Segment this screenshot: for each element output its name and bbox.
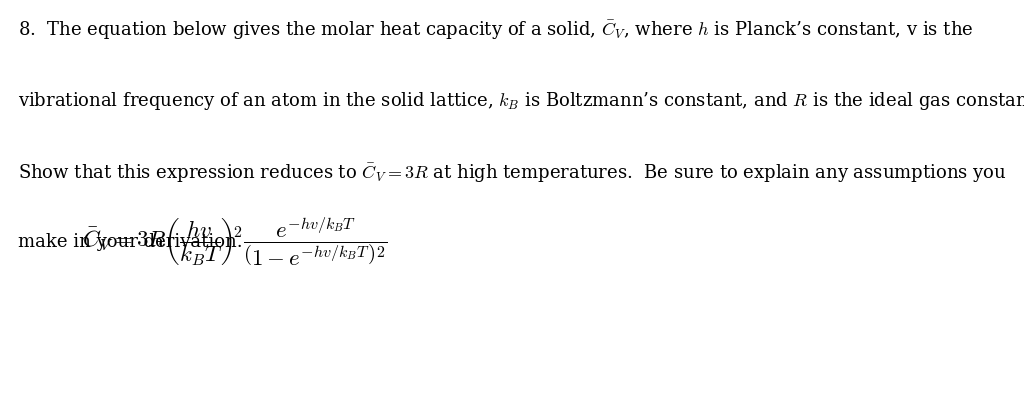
Text: Show that this expression reduces to $\bar{C}_{V}=3R$ at high temperatures.  Be : Show that this expression reduces to $\b… <box>18 161 1008 185</box>
Text: $\bar{C}_{V} = 3R\left(\dfrac{hv}{k_BT}\right)^{\!2}\dfrac{e^{-hv/k_BT}}{\left(1: $\bar{C}_{V} = 3R\left(\dfrac{hv}{k_BT}\… <box>82 216 387 269</box>
Text: vibrational frequency of an atom in the solid lattice, $k_B$ is Boltzmann’s cons: vibrational frequency of an atom in the … <box>18 90 1024 112</box>
Text: 8.  The equation below gives the molar heat capacity of a solid, $\bar{C}_{V}$, : 8. The equation below gives the molar he… <box>18 18 974 42</box>
Text: make in your derivation.: make in your derivation. <box>18 233 243 251</box>
